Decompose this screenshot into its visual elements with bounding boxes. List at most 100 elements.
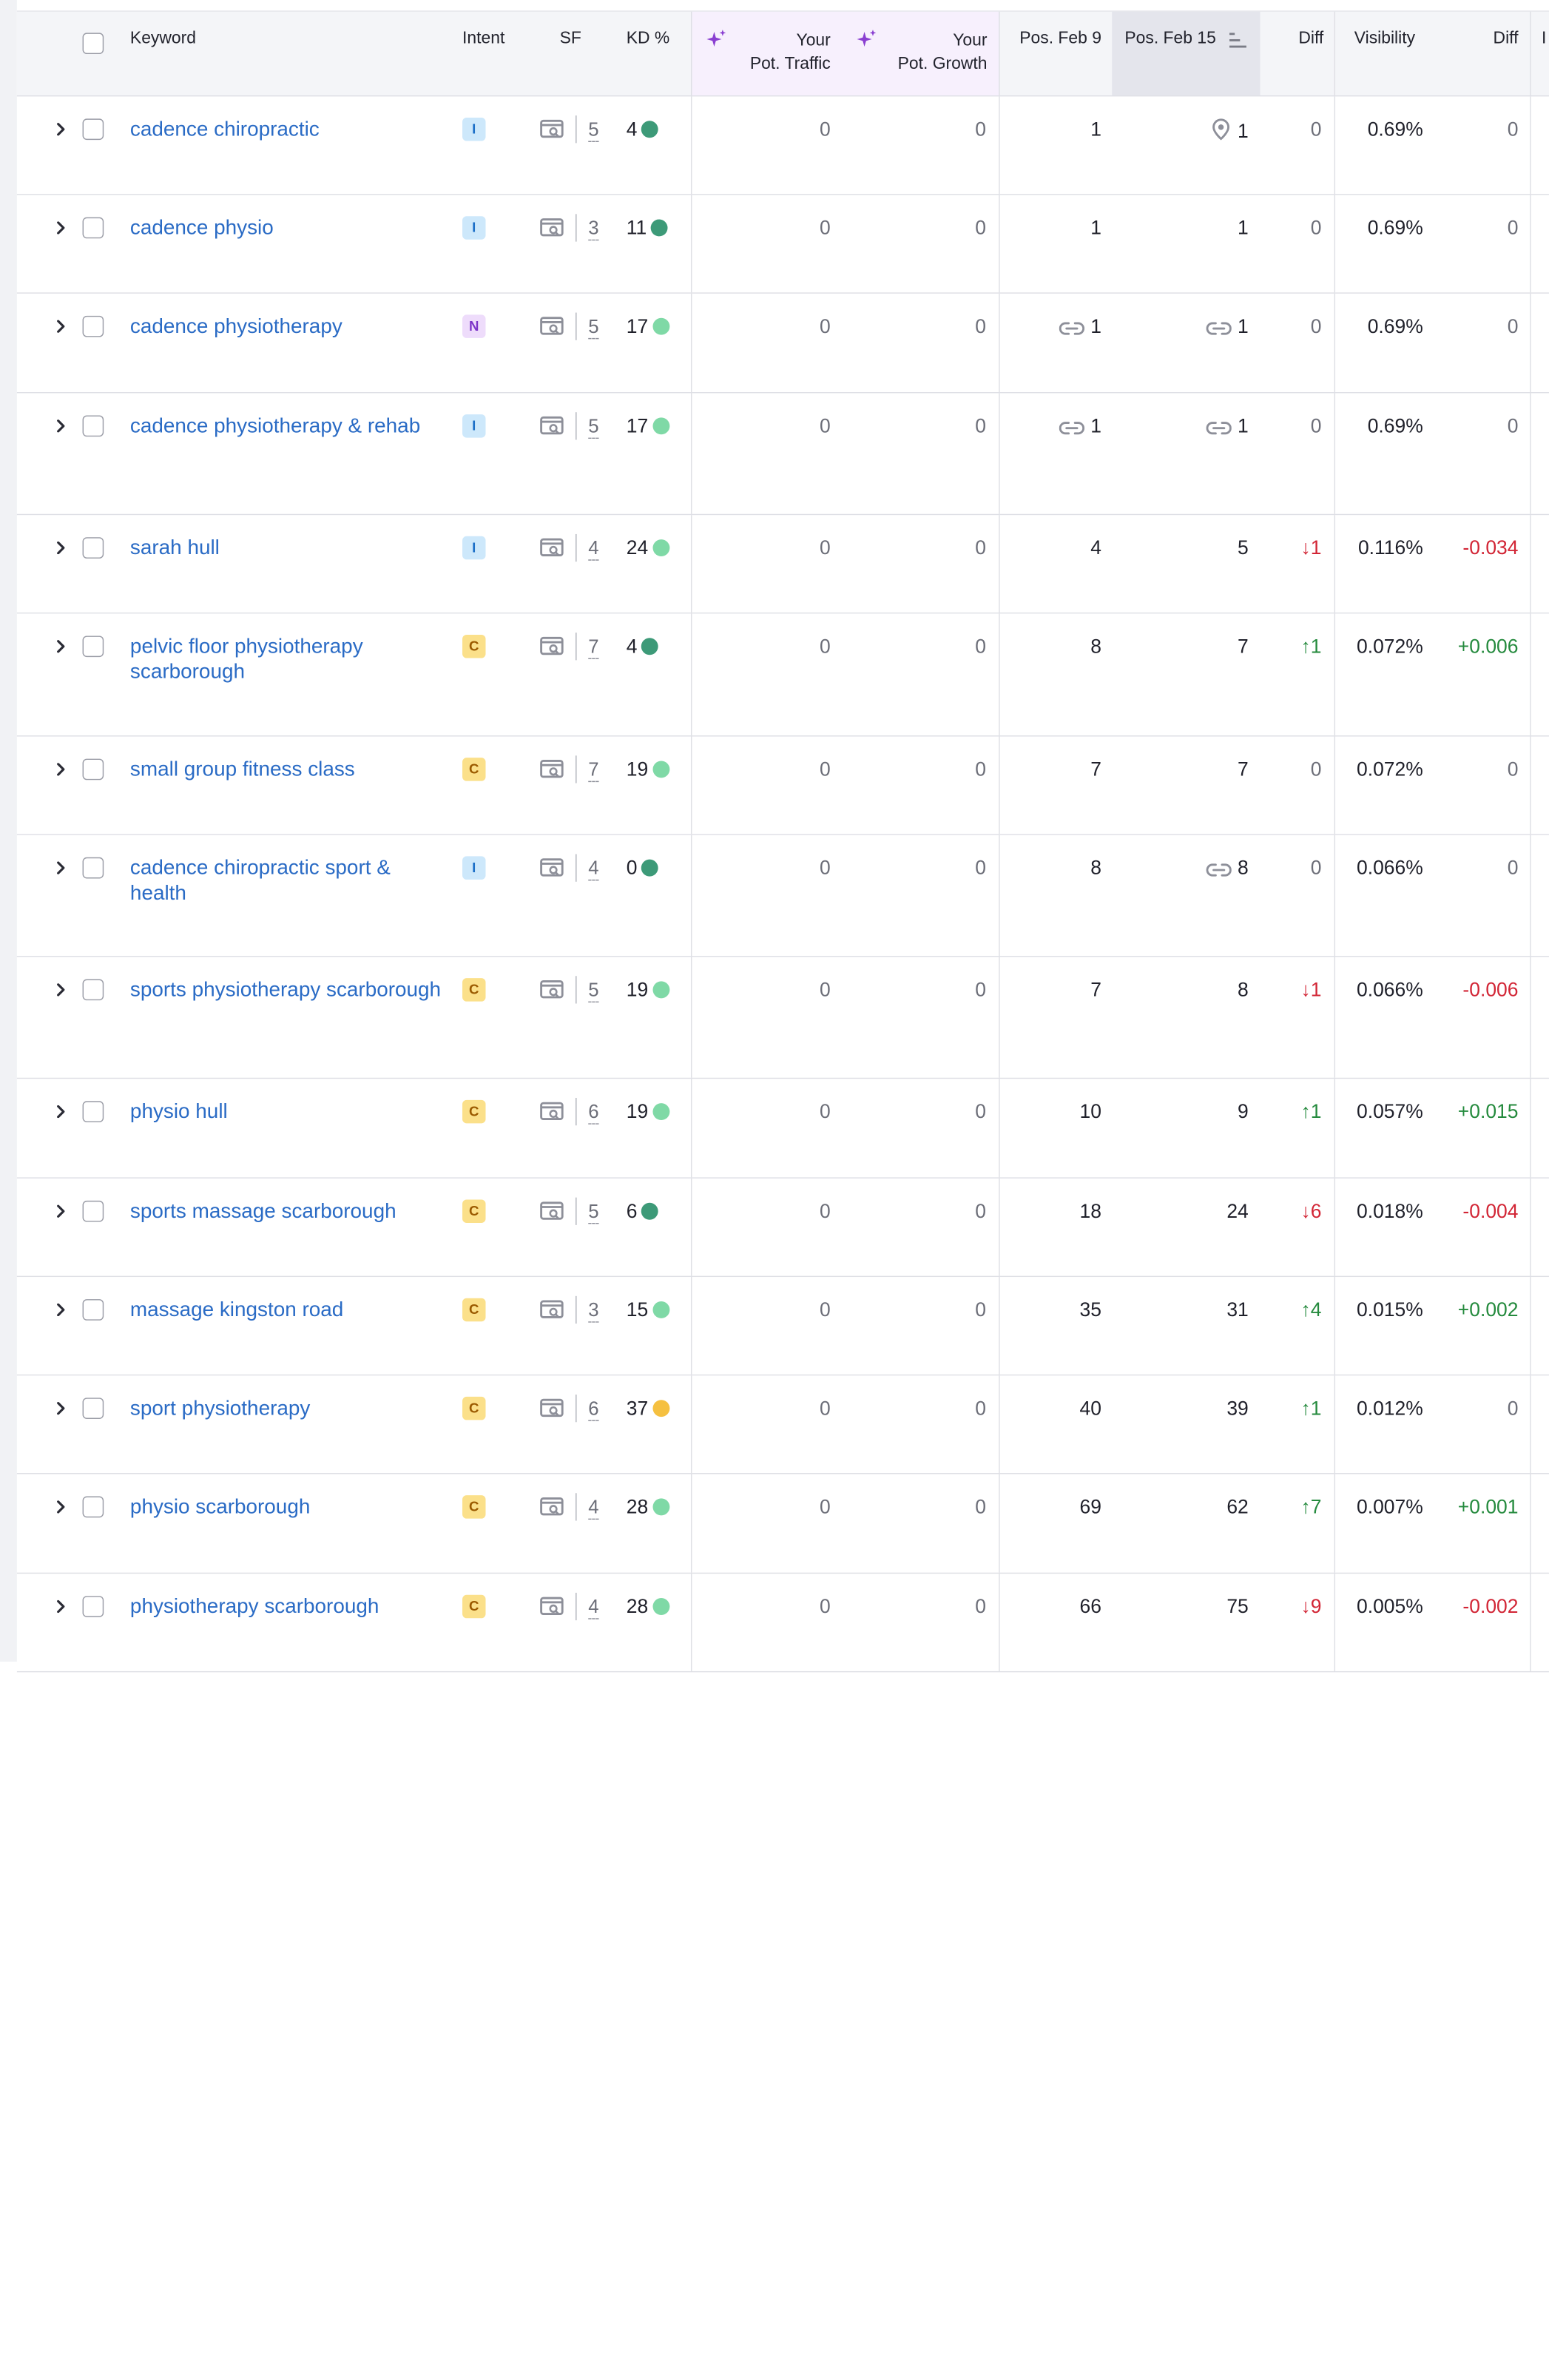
- serp-features-icon[interactable]: [539, 537, 564, 559]
- serp-features-count[interactable]: 4: [588, 1497, 599, 1520]
- serp-features-count[interactable]: 7: [588, 759, 599, 783]
- header-ai-group: [692, 11, 999, 95]
- expand-chevron-icon[interactable]: [54, 419, 67, 433]
- row-checkbox[interactable]: [82, 1596, 104, 1617]
- expand-chevron-icon[interactable]: [54, 320, 67, 333]
- keyword-link[interactable]: small group fitness class: [129, 758, 355, 781]
- expand-chevron-icon[interactable]: [54, 123, 67, 136]
- header-next-column[interactable]: I: [1541, 30, 1547, 48]
- serp-features-icon[interactable]: [539, 1201, 564, 1222]
- table-row: physio hull C 6 19 0 0 10 9 ↑1 0.057% +0…: [16, 1079, 1549, 1179]
- serp-features-icon[interactable]: [539, 218, 564, 239]
- position-diff: ↓9: [1300, 1594, 1322, 1617]
- expand-chevron-icon[interactable]: [54, 1303, 67, 1317]
- header-sf[interactable]: SF: [559, 30, 581, 48]
- expand-chevron-icon[interactable]: [54, 640, 67, 653]
- serp-features-icon[interactable]: [539, 416, 564, 437]
- row-checkbox[interactable]: [82, 758, 104, 781]
- kd-value: 0: [626, 856, 638, 879]
- row-checkbox[interactable]: [82, 636, 104, 658]
- row-checkbox[interactable]: [82, 1101, 104, 1122]
- expand-chevron-icon[interactable]: [54, 221, 67, 235]
- keyword-link[interactable]: sports massage scarborough: [129, 1199, 396, 1223]
- serp-features-icon[interactable]: [539, 759, 564, 781]
- row-checkbox[interactable]: [82, 1299, 104, 1321]
- serp-features-count[interactable]: 4: [588, 537, 599, 561]
- row-checkbox[interactable]: [82, 1200, 104, 1222]
- row-checkbox[interactable]: [82, 537, 104, 559]
- serp-features-count[interactable]: 4: [588, 1596, 599, 1619]
- serp-features-icon[interactable]: [539, 980, 564, 1001]
- expand-chevron-icon[interactable]: [54, 983, 67, 997]
- pos-feb-15-cell: 75: [1112, 1595, 1248, 1619]
- visibility-diff: +0.001: [1457, 1495, 1519, 1518]
- expand-chevron-icon[interactable]: [54, 1500, 67, 1514]
- keyword-link[interactable]: cadence physio: [129, 216, 274, 240]
- row-checkbox[interactable]: [82, 315, 104, 337]
- serp-features-count[interactable]: 7: [588, 636, 599, 659]
- pos-feb-15-cell: 8: [1112, 856, 1249, 880]
- header-visibility-diff[interactable]: Diff: [1493, 30, 1519, 48]
- expand-chevron-icon[interactable]: [54, 1204, 67, 1218]
- keyword-link[interactable]: sport physiotherapy: [129, 1396, 311, 1420]
- kd-value: 37: [626, 1396, 649, 1419]
- serp-features-count[interactable]: 5: [588, 416, 599, 439]
- serp-features-count[interactable]: 6: [588, 1101, 599, 1125]
- serp-features-count[interactable]: 5: [588, 118, 599, 142]
- keyword-link[interactable]: physiotherapy scarborough: [129, 1594, 379, 1619]
- header-pot-growth[interactable]: Your Pot. Growth: [844, 12, 999, 95]
- row-checkbox[interactable]: [82, 979, 104, 1001]
- pot-traffic-value: 0: [820, 1199, 831, 1222]
- serp-features-count[interactable]: 5: [588, 980, 599, 1003]
- header-visibility[interactable]: Visibility: [1354, 30, 1416, 48]
- keyword-link[interactable]: physio scarborough: [129, 1495, 311, 1519]
- row-checkbox[interactable]: [82, 1398, 104, 1419]
- kd-cell: 28: [627, 1495, 669, 1519]
- header-keyword[interactable]: Keyword: [129, 30, 196, 48]
- expand-chevron-icon[interactable]: [54, 541, 67, 555]
- header-pos-feb-15[interactable]: Pos. Feb 15: [1112, 11, 1261, 95]
- header-intent[interactable]: Intent: [462, 30, 505, 48]
- serp-features-icon[interactable]: [539, 857, 564, 879]
- expand-chevron-icon[interactable]: [54, 1599, 67, 1614]
- header-diff[interactable]: Diff: [1298, 30, 1324, 48]
- serp-features-icon[interactable]: [539, 1299, 564, 1321]
- serp-features-count[interactable]: 4: [588, 857, 599, 881]
- row-checkbox[interactable]: [82, 857, 104, 879]
- row-checkbox[interactable]: [82, 118, 104, 141]
- keyword-link[interactable]: pelvic floor physiotherapy scarborough: [129, 635, 363, 684]
- serp-features-count[interactable]: 3: [588, 1299, 599, 1323]
- keyword-link[interactable]: cadence physiotherapy: [129, 314, 342, 338]
- serp-features-icon[interactable]: [539, 1398, 564, 1419]
- header-kd[interactable]: KD %: [626, 30, 670, 48]
- row-checkbox[interactable]: [82, 1496, 104, 1518]
- keyword-link[interactable]: sports physiotherapy scarborough: [129, 978, 442, 1002]
- header-pot-traffic[interactable]: Your Pot. Traffic: [692, 12, 844, 95]
- expand-chevron-icon[interactable]: [54, 861, 67, 874]
- pos-feb-15-cell: 1: [1112, 216, 1249, 240]
- row-checkbox[interactable]: [82, 415, 104, 437]
- expand-chevron-icon[interactable]: [54, 1105, 67, 1119]
- serp-features-icon[interactable]: [539, 1497, 564, 1518]
- serp-features-icon[interactable]: [539, 1101, 564, 1122]
- serp-features-count[interactable]: 3: [588, 218, 599, 241]
- keyword-link[interactable]: cadence chiropractic: [129, 117, 320, 141]
- header-pos-feb-9[interactable]: Pos. Feb 9: [1019, 30, 1101, 48]
- keyword-link[interactable]: cadence physiotherapy & rehab: [129, 414, 421, 438]
- serp-features-icon[interactable]: [539, 1596, 564, 1617]
- keyword-link[interactable]: massage kingston road: [129, 1298, 344, 1322]
- serp-features-count[interactable]: 6: [588, 1398, 599, 1421]
- expand-chevron-icon[interactable]: [54, 1402, 67, 1415]
- keyword-link[interactable]: sarah hull: [129, 536, 220, 560]
- serp-features-icon[interactable]: [539, 316, 564, 337]
- serp-features-icon[interactable]: [539, 636, 564, 657]
- serp-features-count[interactable]: 5: [588, 1201, 599, 1224]
- keyword-link[interactable]: physio hull: [129, 1099, 228, 1124]
- row-checkbox[interactable]: [82, 217, 104, 239]
- serp-features-count[interactable]: 5: [588, 316, 599, 340]
- keyword-link[interactable]: cadence chiropractic sport & health: [129, 856, 391, 906]
- pot-traffic-value: 0: [820, 758, 831, 781]
- expand-chevron-icon[interactable]: [54, 763, 67, 776]
- select-all-checkbox[interactable]: [82, 33, 104, 55]
- serp-features-icon[interactable]: [539, 118, 564, 140]
